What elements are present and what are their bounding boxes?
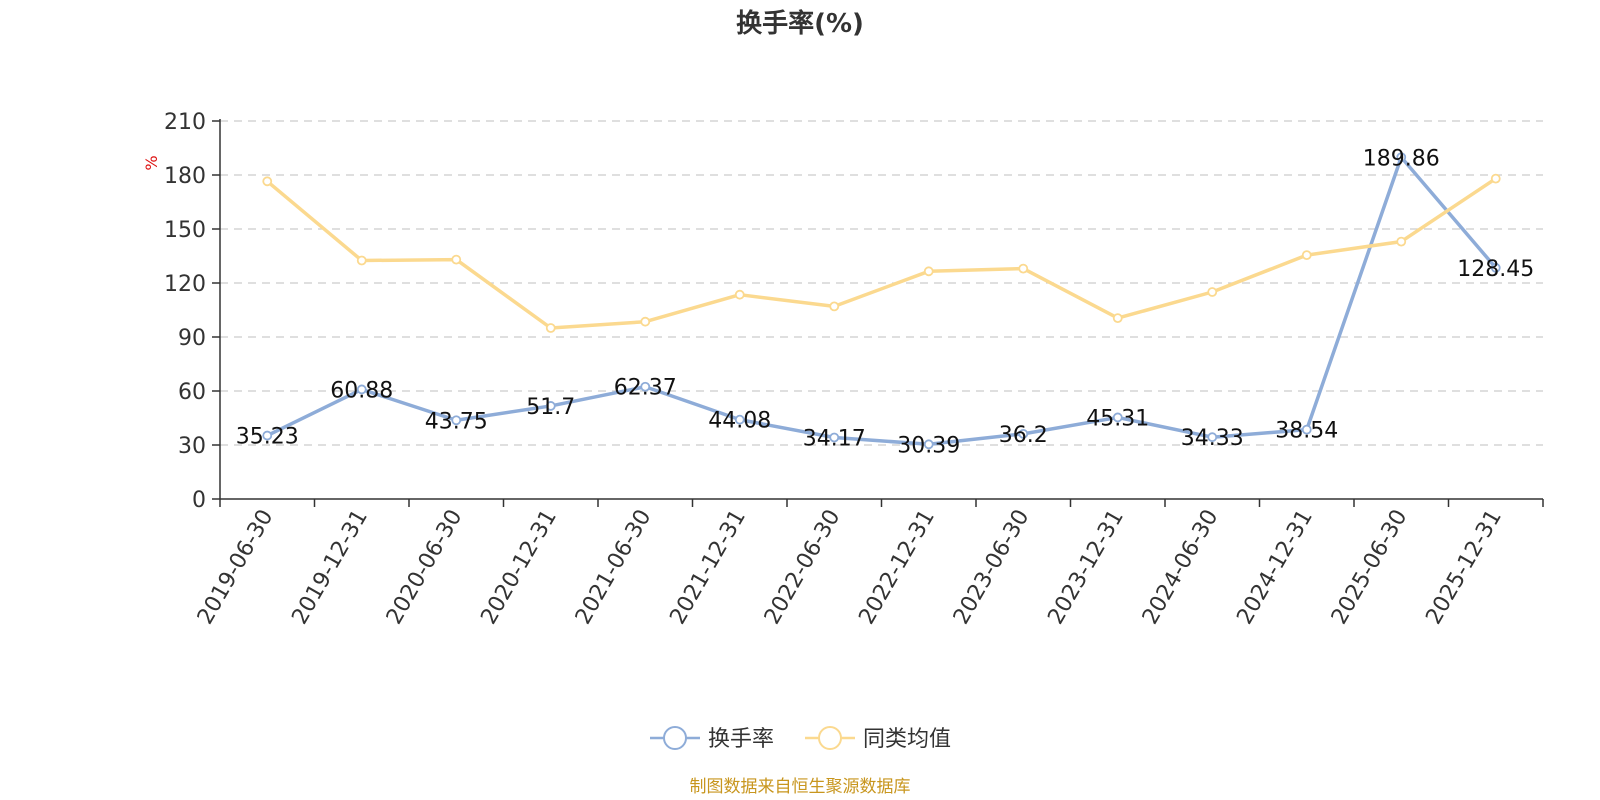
data-label: 38.54 bbox=[1275, 419, 1338, 444]
y-tick-label: 30 bbox=[178, 434, 206, 459]
x-tick-label: 2025-12-31 bbox=[1421, 506, 1507, 629]
series-1-point[interactable] bbox=[829, 301, 840, 312]
series-0-point[interactable] bbox=[1396, 152, 1407, 163]
y-tick-label: 60 bbox=[178, 380, 206, 405]
series-1-point[interactable] bbox=[1396, 236, 1407, 247]
x-tick-label: 2024-12-31 bbox=[1232, 506, 1318, 629]
series-0-point[interactable] bbox=[451, 415, 462, 426]
series-0-point[interactable] bbox=[923, 439, 934, 450]
x-tick-label: 2019-06-30 bbox=[193, 506, 279, 629]
x-tick-label: 2020-06-30 bbox=[382, 506, 468, 629]
data-label: 34.33 bbox=[1181, 426, 1244, 451]
x-tick-label: 2021-12-31 bbox=[665, 506, 751, 629]
series-0-point[interactable] bbox=[545, 401, 556, 411]
data-label: 34.17 bbox=[803, 426, 866, 451]
series-1-point[interactable] bbox=[451, 254, 462, 265]
x-tick-label: 2021-06-30 bbox=[571, 506, 657, 629]
series-0-point[interactable] bbox=[1018, 428, 1029, 439]
data-label: 35.23 bbox=[236, 425, 299, 450]
y-tick-label: 120 bbox=[164, 272, 206, 297]
data-label: 45.31 bbox=[1086, 406, 1149, 431]
x-tick-label: 2025-06-30 bbox=[1327, 506, 1413, 629]
data-label: 189.86 bbox=[1363, 146, 1440, 171]
x-tick-label: 2024-06-30 bbox=[1138, 506, 1224, 629]
series-0-point[interactable] bbox=[829, 432, 840, 443]
y-tick-label: 150 bbox=[164, 218, 206, 243]
series-0-point[interactable] bbox=[1490, 262, 1501, 273]
data-labels: 35.23 60.88 43.75 51.7 62.37 44.08 34.17 30.39 3… bbox=[236, 146, 1534, 458]
legend-swatch-circle-icon bbox=[818, 726, 842, 750]
x-tick-label: 2022-12-31 bbox=[854, 506, 940, 629]
x-tick-label: 2019-12-31 bbox=[287, 506, 373, 629]
series-1-point[interactable] bbox=[640, 316, 651, 327]
series-1-point[interactable] bbox=[1490, 173, 1501, 184]
series-1-point[interactable] bbox=[545, 323, 556, 333]
series-0-point[interactable] bbox=[1301, 424, 1312, 435]
legend[interactable]: 换手率 同类均值 bbox=[650, 726, 951, 752]
series-0-point[interactable] bbox=[262, 430, 273, 441]
x-tick-label: 2022-06-30 bbox=[760, 506, 846, 629]
source-note: 制图数据来自恒生聚源数据库 bbox=[690, 777, 911, 797]
y-tick-label: 0 bbox=[192, 488, 206, 513]
data-label: 36.2 bbox=[999, 423, 1048, 448]
data-label: 51.7 bbox=[526, 395, 575, 420]
series-1-point[interactable] bbox=[734, 289, 745, 300]
legend-label: 同类均值 bbox=[863, 727, 951, 752]
series-1-point[interactable] bbox=[1301, 250, 1312, 261]
y-tick-label: 90 bbox=[178, 326, 206, 351]
legend-swatch-circle-icon bbox=[663, 726, 687, 750]
x-tick-label: 2023-06-30 bbox=[949, 506, 1035, 629]
series-1-point[interactable] bbox=[923, 266, 934, 277]
y-axis-unit-label: % bbox=[142, 155, 161, 170]
series-0-point[interactable] bbox=[734, 414, 745, 425]
x-tick-label: 2023-12-31 bbox=[1043, 506, 1129, 629]
legend-item-0[interactable]: 换手率 bbox=[650, 726, 774, 752]
legend-label: 换手率 bbox=[708, 727, 774, 752]
data-label: 60.88 bbox=[330, 378, 393, 403]
data-label: 44.08 bbox=[708, 409, 771, 434]
grid-lines bbox=[220, 120, 1543, 446]
legend-item-1[interactable]: 同类均值 bbox=[805, 726, 951, 752]
series-1-point[interactable] bbox=[1018, 263, 1029, 274]
y-tick-label: 180 bbox=[164, 164, 206, 189]
series-1-point[interactable] bbox=[1112, 313, 1123, 324]
x-tick-label: 2020-12-31 bbox=[476, 506, 562, 629]
data-label: 128.45 bbox=[1457, 257, 1534, 282]
y-tick-label: 210 bbox=[164, 110, 206, 135]
data-label: 43.75 bbox=[425, 409, 488, 434]
chart-title: 换手率(%) bbox=[736, 8, 864, 39]
series-1-point[interactable] bbox=[262, 176, 273, 187]
series-line-1 bbox=[266, 177, 1497, 330]
series-0-point[interactable] bbox=[640, 381, 651, 392]
series-line-0 bbox=[266, 155, 1498, 447]
series-lines bbox=[262, 152, 1501, 450]
series-0-point[interactable] bbox=[356, 384, 367, 395]
series-1-point[interactable] bbox=[1207, 287, 1218, 297]
series-1-point[interactable] bbox=[356, 255, 367, 266]
series-0-point[interactable] bbox=[1112, 412, 1123, 423]
data-label: 30.39 bbox=[897, 433, 960, 458]
series-0-point[interactable] bbox=[1207, 432, 1218, 443]
data-label: 62.37 bbox=[614, 376, 677, 401]
